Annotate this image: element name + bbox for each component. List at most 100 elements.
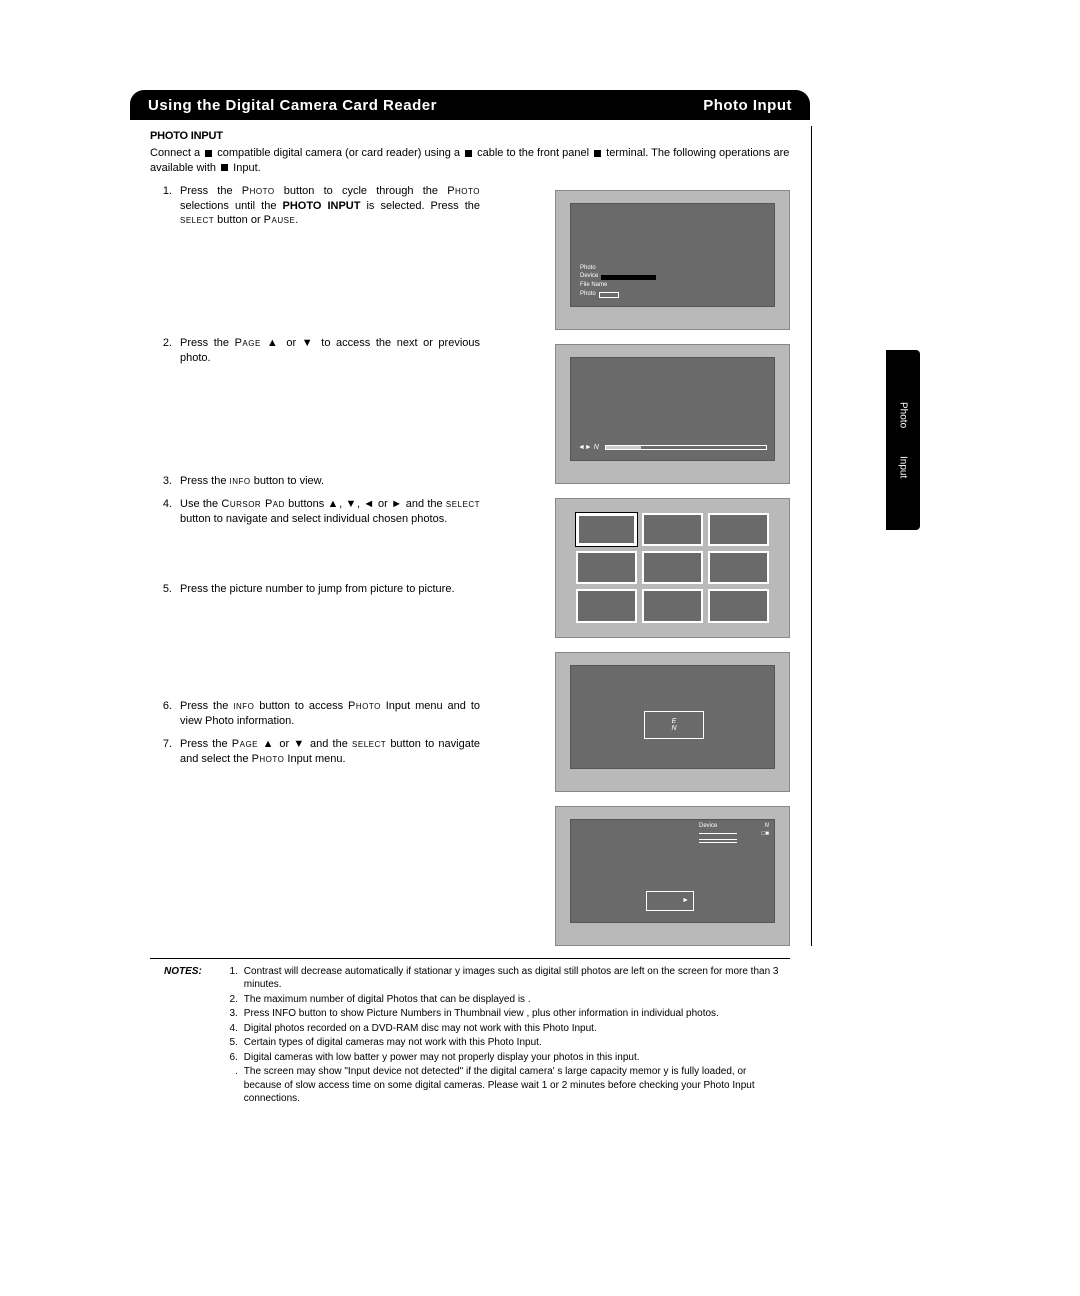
step-item: 7. Press the Page ▲ or ▼ and the select …	[150, 737, 480, 767]
thumb-cell	[708, 513, 769, 546]
step-number: 4.	[150, 497, 172, 527]
step-text: Press the info button to access Photo In…	[180, 699, 480, 729]
thumb-cell	[576, 551, 637, 584]
jump-box: E N	[644, 711, 704, 739]
screen-mock-4: E N	[555, 652, 790, 792]
thumb-cell	[576, 589, 637, 622]
steps-column: 1. Press the Photo button to cycle throu…	[150, 184, 480, 946]
step-number: 6.	[150, 699, 172, 729]
note-num: 1.	[222, 965, 238, 992]
step-number: 3.	[150, 474, 172, 489]
section-header: Using the Digital Camera Card Reader Pho…	[130, 90, 810, 120]
s2-progress	[605, 445, 767, 450]
step-number: 2.	[150, 336, 172, 366]
note-num: 2.	[222, 993, 238, 1007]
note-item: 2. The maximum number of digital Photos t…	[222, 993, 784, 1007]
jump-line: N	[671, 725, 676, 732]
note-item: 3. Press INFO button to show Picture Numb…	[222, 1007, 784, 1021]
placeholder-icon	[205, 150, 212, 157]
spacer	[150, 534, 480, 582]
step-number: 1.	[150, 184, 172, 229]
thumb-cell	[708, 589, 769, 622]
note-num: 3.	[222, 1007, 238, 1021]
intro-seg: compatible digital camera (or card reade…	[217, 147, 463, 159]
spacer	[150, 605, 480, 699]
divider	[150, 958, 790, 959]
intro-seg: cable to the front panel	[477, 147, 592, 159]
note-text: Digital photos recorded on a DVD-RAM dis…	[244, 1022, 784, 1036]
s5-line	[699, 839, 737, 840]
note-item: 5. Certain types of digital cameras may n…	[222, 1036, 784, 1050]
note-num: 6.	[222, 1051, 238, 1065]
note-item: 6. Digital cameras with low batter y powe…	[222, 1051, 784, 1065]
step-number: 5.	[150, 582, 172, 597]
content-area: PHOTO INPUT Connect a compatible digital…	[130, 120, 810, 1107]
s1-box	[599, 292, 619, 298]
screen-mock-3	[555, 498, 790, 638]
screens-column: Photo Device File Name Photo ◄► N	[490, 184, 790, 946]
s5-menu: DeviceN □■	[699, 821, 769, 845]
note-text: The maximum number of digital Photos tha…	[244, 993, 784, 1007]
note-num: 5.	[222, 1036, 238, 1050]
side-tab-label: Photo	[898, 402, 909, 428]
note-item: 1.Contrast will decrease automatically i…	[222, 965, 784, 992]
side-tab-label: Input	[898, 456, 909, 478]
side-tab: Photo Input	[886, 350, 920, 530]
spacer	[150, 236, 480, 336]
note-num: .	[222, 1065, 238, 1106]
step-text: Press the Page ▲ or ▼ and the select but…	[180, 737, 480, 767]
step-item: 6. Press the info button to access Photo…	[150, 699, 480, 729]
screen-mock-2: ◄► N	[555, 344, 790, 484]
note-text: Press INFO button to show Picture Number…	[244, 1007, 784, 1021]
spacer	[150, 374, 480, 474]
s5-line	[699, 833, 737, 834]
placeholder-icon	[594, 150, 601, 157]
s5-line	[699, 842, 737, 843]
step-text: Press the Page ▲ or ▼ to access the next…	[180, 336, 480, 366]
note-text: The screen may show "Input device not de…	[244, 1065, 784, 1106]
step-item: 3. Press the info button to view.	[150, 474, 480, 489]
step-text: Press the Photo button to cycle through …	[180, 184, 480, 229]
note-item: 4. Digital photos recorded on a DVD-RAM d…	[222, 1022, 784, 1036]
jump-line: E	[672, 718, 677, 725]
s2-arrows: ◄► N	[578, 444, 599, 451]
intro-text: Connect a compatible digital camera (or …	[150, 146, 790, 176]
notes-label: NOTES:	[164, 965, 202, 1107]
s5-label: Device	[699, 823, 717, 829]
screen-mock-5: DeviceN □■ ►	[555, 806, 790, 946]
thumb-cell	[576, 513, 637, 546]
page-content: Using the Digital Camera Card Reader Pho…	[130, 90, 810, 1107]
step-text: Use the Cursor Pad buttons ▲, ▼, ◄ or ► …	[180, 497, 480, 527]
note-text: Certain types of digital cameras may not…	[244, 1036, 784, 1050]
step-text: Press the info button to view.	[180, 474, 480, 489]
notes-section: NOTES: 1.Contrast will decrease automati…	[150, 965, 790, 1107]
step-item: 4. Use the Cursor Pad buttons ▲, ▼, ◄ or…	[150, 497, 480, 527]
note-text: Contrast will decrease automatically if …	[244, 965, 784, 992]
notes-list: 1.Contrast will decrease automatically i…	[222, 965, 784, 1107]
vertical-divider	[811, 126, 812, 946]
s1-label: File Name	[580, 282, 607, 290]
s1-label: Device	[580, 273, 598, 281]
screen1-labels: Photo Device File Name Photo	[580, 264, 656, 299]
note-num: 4.	[222, 1022, 238, 1036]
s5-thumb-text: ►	[682, 897, 689, 904]
screen-mock-1: Photo Device File Name Photo	[555, 190, 790, 330]
step-item: 1. Press the Photo button to cycle throu…	[150, 184, 480, 229]
note-item: .The screen may show "Input device not d…	[222, 1065, 784, 1106]
note-text: Digital cameras with low batter y power …	[244, 1051, 784, 1065]
step-item: 5. Press the picture number to jump from…	[150, 582, 480, 597]
intro-seg: Connect a	[150, 147, 203, 159]
placeholder-icon	[221, 164, 228, 171]
s1-bar	[601, 275, 656, 280]
thumb-cell	[642, 513, 703, 546]
step-number: 7.	[150, 737, 172, 767]
step-text: Press the picture number to jump from pi…	[180, 582, 480, 597]
subtitle: PHOTO INPUT	[150, 130, 790, 142]
s2-bottom: ◄► N	[578, 443, 767, 453]
s1-label: Photo	[580, 291, 596, 299]
s1-label: Photo	[580, 265, 596, 273]
thumb-cell	[642, 551, 703, 584]
step-item: 2. Press the Page ▲ or ▼ to access the n…	[150, 336, 480, 366]
intro-seg: Input.	[233, 162, 261, 174]
header-title-left: Using the Digital Camera Card Reader	[148, 97, 703, 114]
